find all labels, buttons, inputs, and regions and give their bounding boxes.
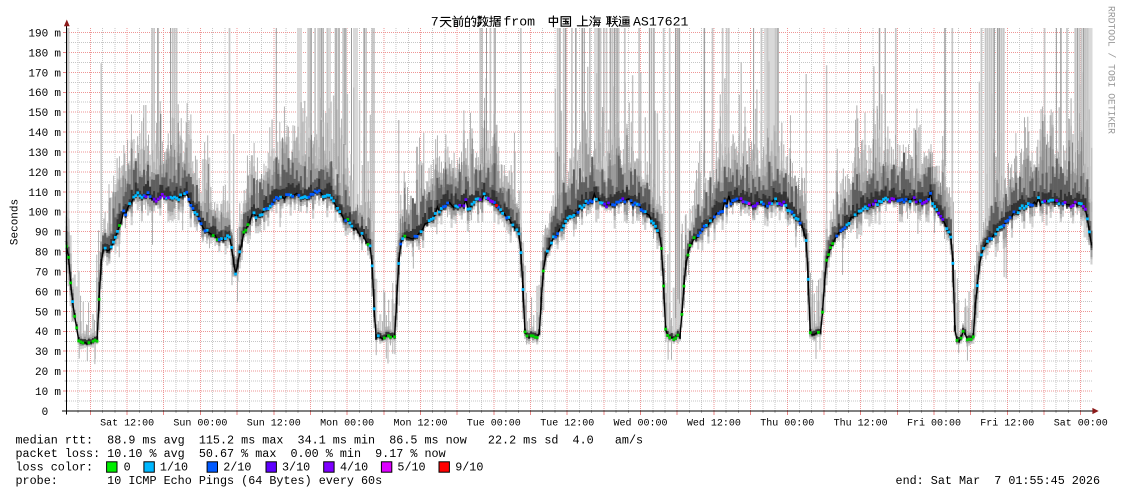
svg-text:9/10: 9/10 — [455, 461, 483, 475]
svg-text:7: 7 — [431, 15, 439, 30]
svg-text:Mon 00:00: Mon 00:00 — [320, 419, 374, 430]
svg-text:160: 160 — [28, 88, 48, 100]
svg-text:Wed 12:00: Wed 12:00 — [687, 418, 741, 430]
svg-text:3/10: 3/10 — [282, 461, 310, 475]
svg-text:90: 90 — [35, 228, 48, 240]
svg-text:m: m — [54, 168, 61, 180]
svg-text:Mon 12:00: Mon 12:00 — [393, 419, 447, 430]
svg-text:loss color:: loss color: — [16, 461, 94, 475]
svg-text:end: Sat Mar 7 01:55:45 2026: end: Sat Mar 7 01:55:45 2026 — [896, 474, 1100, 488]
svg-text:Tue 12:00: Tue 12:00 — [540, 419, 594, 430]
svg-text:20: 20 — [35, 367, 48, 379]
svg-text:from: from — [503, 15, 535, 30]
svg-text:m: m — [54, 248, 61, 260]
svg-text:m: m — [54, 188, 61, 200]
svg-text:Sun 00:00: Sun 00:00 — [173, 419, 227, 430]
svg-text:170: 170 — [28, 68, 48, 80]
svg-text:110: 110 — [28, 188, 48, 200]
svg-text:m: m — [54, 268, 61, 280]
svg-text:m: m — [54, 28, 61, 40]
svg-text:Sat 12:00: Sat 12:00 — [100, 419, 154, 430]
svg-text:140: 140 — [28, 128, 48, 140]
svg-text:70: 70 — [35, 268, 48, 280]
svg-text:130: 130 — [28, 148, 48, 160]
svg-text:Thu 12:00: Thu 12:00 — [834, 418, 888, 430]
svg-text:m: m — [54, 287, 61, 299]
svg-text:m: m — [54, 148, 61, 160]
svg-text:Wed 00:00: Wed 00:00 — [613, 418, 667, 430]
svg-text:m: m — [54, 347, 61, 359]
svg-text:AS17621: AS17621 — [633, 15, 688, 30]
svg-text:60: 60 — [35, 287, 48, 299]
svg-text:m: m — [54, 68, 61, 80]
svg-text:m: m — [54, 108, 61, 120]
svg-text:80: 80 — [35, 248, 48, 260]
svg-text:m: m — [54, 387, 61, 399]
svg-text:m: m — [54, 208, 61, 220]
svg-text:0: 0 — [124, 461, 131, 475]
svg-text:m: m — [54, 128, 61, 140]
svg-text:50: 50 — [35, 307, 48, 319]
svg-text:2/10: 2/10 — [223, 461, 251, 475]
svg-text:packet loss: 10.10 % avg 50.6: packet loss: 10.10 % avg 50.67 % max 0.0… — [16, 447, 446, 461]
svg-text:1/10: 1/10 — [160, 461, 188, 475]
svg-text:RRDTOOL / TOBI OETIKER: RRDTOOL / TOBI OETIKER — [1106, 6, 1117, 134]
svg-text:30: 30 — [35, 347, 48, 359]
svg-text:40: 40 — [35, 327, 48, 339]
svg-text:150: 150 — [28, 108, 48, 120]
svg-text:m: m — [54, 228, 61, 240]
svg-text:Thu 00:00: Thu 00:00 — [760, 418, 814, 430]
svg-text:190: 190 — [28, 28, 48, 40]
svg-text:120: 120 — [28, 168, 48, 180]
svg-text:Tue 00:00: Tue 00:00 — [467, 419, 521, 430]
svg-text:median rtt: 88.9 ms avg 115.: median rtt: 88.9 ms avg 115.2 ms max 34.… — [16, 433, 644, 447]
svg-text:0: 0 — [42, 407, 49, 419]
svg-text:m: m — [54, 367, 61, 379]
svg-text:5/10: 5/10 — [397, 461, 425, 475]
svg-text:100: 100 — [28, 208, 48, 220]
svg-text:180: 180 — [28, 48, 48, 60]
svg-text:4/10: 4/10 — [340, 461, 368, 475]
svg-text:10: 10 — [35, 387, 48, 399]
svg-text:Fri 12:00: Fri 12:00 — [980, 418, 1034, 430]
svg-text:m: m — [54, 88, 61, 100]
svg-text:m: m — [54, 48, 61, 60]
svg-text:m: m — [54, 327, 61, 339]
svg-text:probe: 10 ICMP Echo Ping: probe: 10 ICMP Echo Pings (64 Bytes) eve… — [16, 474, 383, 488]
svg-text:Seconds: Seconds — [10, 199, 22, 245]
svg-text:Fri 00:00: Fri 00:00 — [907, 418, 961, 430]
svg-text:Sat 00:00: Sat 00:00 — [1054, 419, 1108, 430]
svg-text:m: m — [54, 307, 61, 319]
svg-text:Sun 12:00: Sun 12:00 — [247, 419, 301, 430]
